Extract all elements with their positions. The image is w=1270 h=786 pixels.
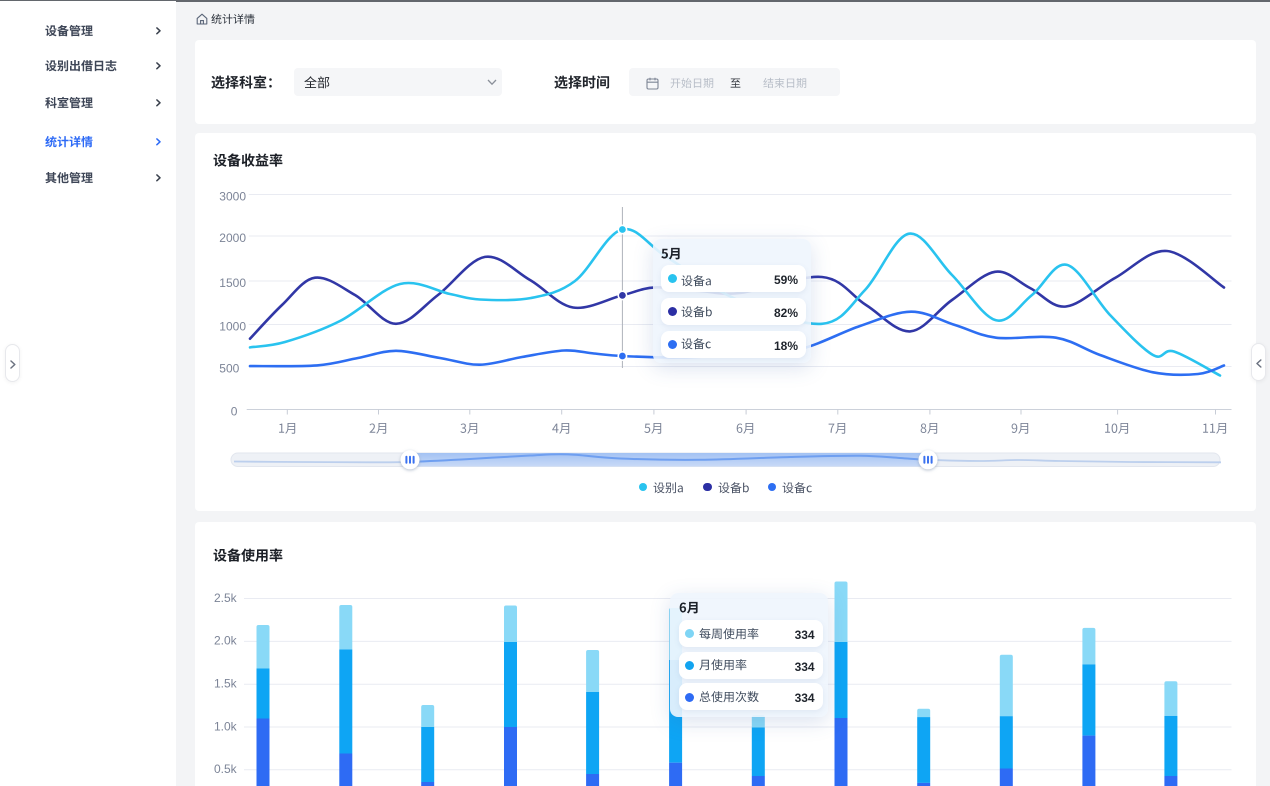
svg-text:2000: 2000	[219, 231, 246, 245]
svg-text:0.5k: 0.5k	[214, 762, 238, 776]
svg-text:2.5k: 2.5k	[214, 591, 238, 605]
svg-text:1500: 1500	[219, 276, 246, 290]
svg-text:1.0k: 1.0k	[214, 719, 238, 733]
svg-text:0: 0	[231, 405, 238, 419]
svg-text:500: 500	[219, 362, 239, 376]
svg-text:1000: 1000	[219, 320, 246, 334]
svg-text:1.5k: 1.5k	[214, 677, 238, 691]
svg-text:2.0k: 2.0k	[214, 634, 238, 648]
svg-text:3000: 3000	[219, 190, 246, 204]
